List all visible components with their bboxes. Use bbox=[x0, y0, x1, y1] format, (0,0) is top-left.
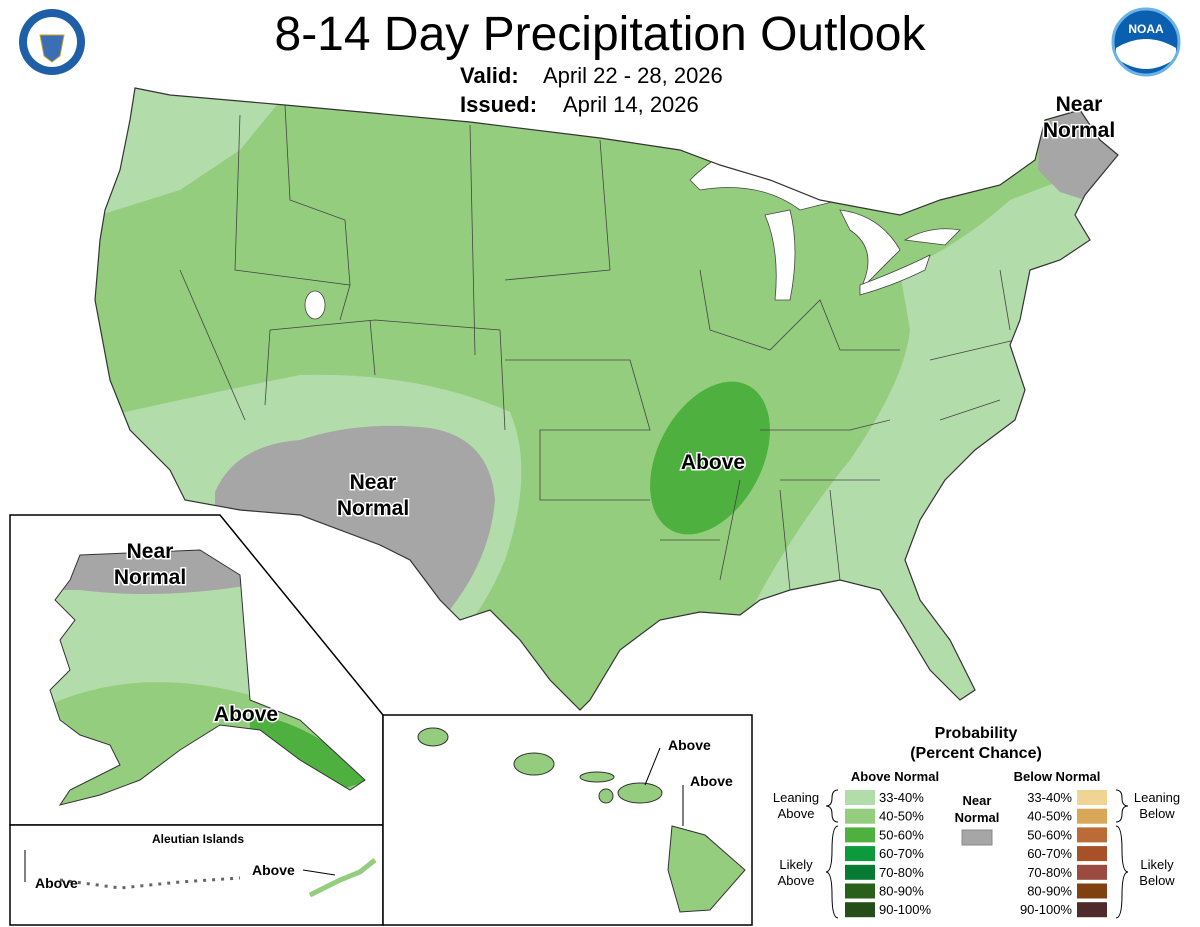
region-near-normal bbox=[215, 425, 495, 612]
below-heading: Below Normal bbox=[1014, 769, 1101, 784]
hawaii-north-label: Above bbox=[668, 737, 711, 753]
legend-title: Probability (Percent Chance) bbox=[910, 725, 1042, 762]
hawaii-islands bbox=[417, 727, 746, 913]
hawaii-south-label: Above bbox=[690, 773, 733, 789]
commerce-seal bbox=[19, 9, 85, 75]
swatch-label: 80-90% bbox=[1027, 884, 1072, 899]
swatch-label: 50-60% bbox=[1027, 827, 1072, 842]
noaa-logo: NOAA bbox=[1111, 7, 1181, 77]
swatch-label: 50-60% bbox=[879, 827, 924, 842]
state-lines bbox=[179, 104, 1016, 591]
issued-date: April 14, 2026 bbox=[563, 92, 699, 117]
swatch-label: 70-80% bbox=[1027, 865, 1072, 880]
swatch-label: 33-40% bbox=[879, 790, 924, 805]
swatch-label: 60-70% bbox=[1027, 846, 1072, 861]
issued-label: Issued: bbox=[460, 92, 537, 117]
valid-label: Valid: bbox=[460, 63, 519, 88]
swatch bbox=[845, 864, 875, 880]
swatch-label: 60-70% bbox=[879, 846, 924, 861]
aleutian-inset bbox=[9, 824, 384, 926]
swatch bbox=[1077, 902, 1107, 918]
swatch bbox=[845, 902, 875, 918]
swatch bbox=[845, 883, 875, 899]
swatch bbox=[1077, 808, 1107, 824]
swatch-label: 90-100% bbox=[1020, 902, 1072, 917]
alaska-southeast-label: Above bbox=[214, 703, 278, 726]
swatch bbox=[845, 827, 875, 843]
aleutian-islands bbox=[308, 858, 377, 898]
swatch-label: 40-50% bbox=[879, 809, 924, 824]
valid-date: April 22 - 28, 2026 bbox=[543, 63, 723, 88]
legend: Probability (Percent Chance) Above Normal… bbox=[773, 725, 1180, 919]
swatch-label: 90-100% bbox=[879, 902, 931, 917]
swatch bbox=[845, 808, 875, 824]
aleutian-title: Aleutian Islands bbox=[152, 832, 244, 846]
swatch bbox=[1077, 790, 1107, 805]
region-above-50 bbox=[650, 381, 770, 535]
aleutian-west-label: Above bbox=[35, 875, 78, 891]
swatch-label: 40-50% bbox=[1027, 809, 1072, 824]
swatch bbox=[1077, 883, 1107, 899]
swatch bbox=[1077, 846, 1107, 862]
conus-central-label: Above bbox=[681, 451, 745, 474]
alaska-above-50 bbox=[250, 715, 365, 790]
swatch bbox=[845, 846, 875, 862]
title: 8-14 Day Precipitation Outlook bbox=[275, 8, 927, 61]
above-heading: Above Normal bbox=[851, 769, 939, 784]
conus-northeast-label: Near Normal bbox=[1043, 93, 1115, 142]
noaa-text: NOAA bbox=[1128, 22, 1164, 36]
leaning-below: Leaning Below bbox=[1134, 790, 1180, 821]
leaning-above: Leaning Above bbox=[773, 790, 819, 821]
swatch-label: 70-80% bbox=[879, 865, 924, 880]
region-above-33 bbox=[100, 88, 285, 215]
swatch bbox=[1077, 827, 1107, 843]
likely-below: Likely Below bbox=[1139, 857, 1175, 888]
near-heading: Near Normal bbox=[955, 793, 1000, 825]
near-swatch bbox=[961, 829, 993, 846]
conus-southwest-label: Near Normal bbox=[337, 471, 409, 520]
alaska-north-label: Near Normal bbox=[114, 540, 186, 589]
swatch-label: 33-40% bbox=[1027, 790, 1072, 805]
likely-above: Likely Above bbox=[778, 857, 815, 888]
aleutian-east-label: Above bbox=[252, 862, 295, 878]
swatch bbox=[845, 790, 875, 805]
swatch bbox=[1077, 864, 1107, 880]
swatch-label: 80-90% bbox=[879, 884, 924, 899]
